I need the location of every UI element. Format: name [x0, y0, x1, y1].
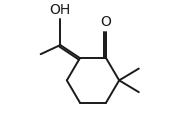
- Text: OH: OH: [49, 3, 70, 17]
- Text: O: O: [101, 15, 112, 29]
